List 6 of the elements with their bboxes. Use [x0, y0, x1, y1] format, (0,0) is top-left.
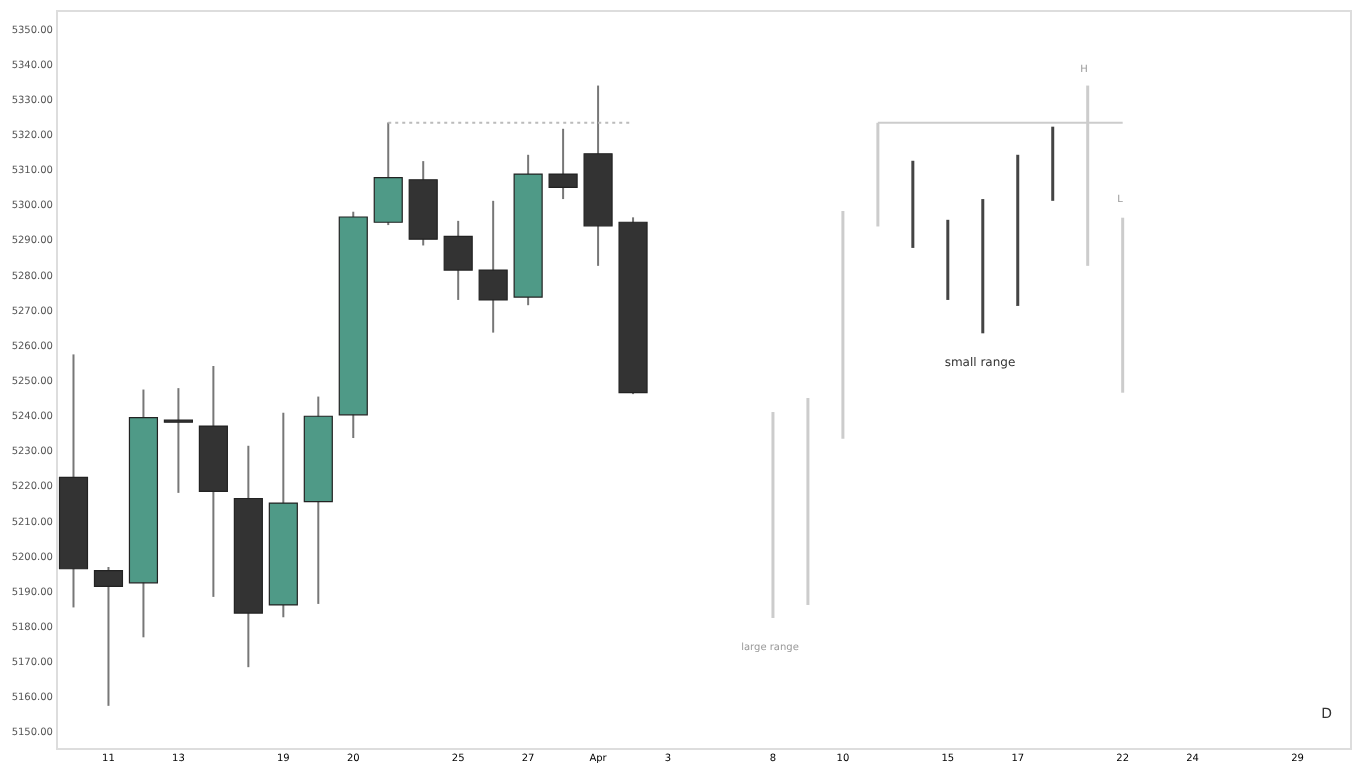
candlestick: [163, 387, 193, 494]
candlestick: [478, 199, 508, 334]
candlestick: [548, 127, 578, 201]
candlestick: [93, 566, 124, 707]
candlestick: [373, 121, 403, 227]
candlestick: [443, 219, 473, 301]
